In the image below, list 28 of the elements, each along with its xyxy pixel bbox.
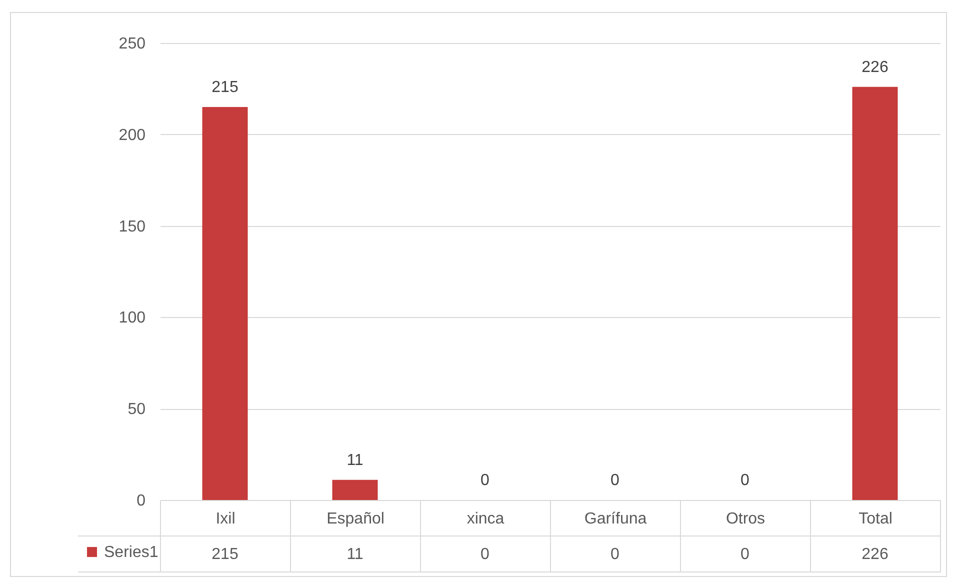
- x-tick-label: xinca: [466, 510, 504, 528]
- annotation: 11: [346, 452, 364, 469]
- x-tick-label: Ixil: [216, 510, 236, 528]
- y-tick-label: 0: [136, 492, 146, 510]
- data-label: 0: [480, 546, 490, 563]
- y-tick-label: 100: [118, 310, 146, 327]
- bar: [332, 480, 378, 500]
- data-label: 226: [862, 546, 888, 563]
- x-tick-label: Total: [858, 510, 892, 528]
- data-label: 0: [740, 546, 750, 563]
- bar: [202, 106, 248, 500]
- x-tick-label: Garífuna: [584, 510, 647, 528]
- annotation: 0: [480, 472, 490, 489]
- x-tick-label: Otros: [726, 510, 766, 528]
- annotation: 215: [212, 78, 238, 96]
- annotation: 226: [862, 58, 888, 76]
- annotation: 0: [740, 472, 750, 489]
- y-tick-label: 250: [118, 36, 146, 52]
- annotation: 0: [610, 472, 620, 489]
- data-label: 11: [346, 546, 364, 563]
- legend-label: Series1: [104, 544, 158, 561]
- y-tick-label: 150: [118, 218, 146, 236]
- y-tick-label: 200: [118, 126, 146, 144]
- x-tick-label: Español: [326, 510, 384, 528]
- y-tick-label: 50: [128, 401, 146, 418]
- data-label: 0: [610, 546, 620, 563]
- bar: [852, 86, 898, 500]
- data-label: 215: [212, 546, 238, 563]
